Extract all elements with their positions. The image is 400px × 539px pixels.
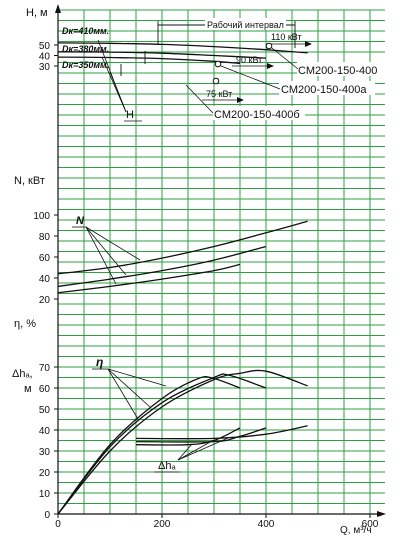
annotations: H, м N, кВт η, % Δhₐ, м Q, м³/ч Dк=410мм… [12,7,389,536]
efficiency-axis-title: η, % [14,318,36,330]
head-curve-1 [57,42,308,54]
npsh-tick-label-20: 20 [39,468,51,479]
efficiency-arrow-2 [107,368,151,408]
pump-c-label-bg [213,106,305,120]
power-tick-label-60: 60 [39,253,51,264]
npsh-curve-2 [135,427,267,443]
op-point-350 [212,77,220,85]
efficiency-arrow-3 [107,368,139,420]
pump-b-leader [220,65,281,90]
pump-b-label: СМ200-150-400а [281,84,367,96]
tick-labels: 0 200 400 600304050204060801000102030405060… [33,41,378,530]
power-curve-2 [57,245,267,288]
npsh-axis-title: Δhₐ, [12,368,33,380]
npsh-axis-unit: м [24,383,32,395]
npsh-tick-label-60: 60 [39,384,51,395]
power-90-arrow [267,63,274,69]
efficiency-curve-3 [57,376,241,515]
head-curve-2 [57,51,267,59]
x-axis-arrow [377,511,386,517]
npsh-arrow-2 [177,440,213,461]
interval-label-bg [205,18,286,30]
npsh-arrow-1 [177,437,229,461]
npsh-curve-3 [135,427,241,446]
npsh-tick-label-0: 0 [44,510,50,521]
pump-a-label: СМ200-150-400 [298,65,377,77]
op-point-410 [265,42,273,50]
power-tick-label-40: 40 [39,274,51,285]
power-arrow-3 [85,226,117,285]
x-tick-label-400: 400 [258,519,275,530]
x-tick-label-600: 600 [362,519,379,530]
npsh-tick-label-50: 50 [39,405,51,416]
npsh-tick-label-30: 30 [39,447,51,458]
power-90-label: 90 кВт [236,55,262,65]
head-tick-label-30: 30 [39,62,51,73]
power-arrow-2 [85,226,127,276]
power-arrow-1 [85,226,141,261]
head-arrow-3 [109,71,127,113]
pump-c-label: СМ200-150-400б [214,109,300,121]
power-tick-label-20: 20 [39,295,51,306]
efficiency-curve-1 [57,369,308,515]
npsh-arrow-3 [177,443,193,461]
x-tick-label-0: 0 [55,519,61,530]
y-axis-arrow [55,4,61,13]
power-75-label: 75 кВт [206,89,232,99]
pump-a-leader [271,47,299,70]
head-tick-label-40: 40 [39,52,51,63]
power-tick-label-100: 100 [33,211,50,222]
pump-a-label-bg [297,62,389,76]
head-tick-label-50: 50 [39,41,51,52]
power-tick-label-80: 80 [39,232,51,243]
power-110-label: 110 кВт [271,32,302,42]
power-axis-title: N, кВт [14,175,45,187]
npsh-curve-marker: Δhₐ [158,460,176,472]
power-curve-marker: N [76,215,85,227]
head-axis-title: H, м [26,7,48,19]
impeller-410-label: Dк=410мм. [62,26,109,36]
impeller-380-label: Dк=380мм. [62,44,109,54]
efficiency-arrow-1 [107,368,167,387]
power-curve-1 [57,220,308,275]
interval-label: Рабочий интервал [207,20,284,30]
head-curve-marker: H [126,109,134,121]
pump-b-label-bg [279,81,375,95]
npsh-tick-label-40: 40 [39,426,51,437]
chart-curves [57,42,308,515]
pump-c-leader [185,84,214,114]
power-75-arrow [237,97,244,103]
efficiency-curve-2 [57,373,267,515]
impeller-350-label: Dк=350мм. [62,60,109,70]
chart-axes [55,4,386,517]
npsh-tick-label-10: 10 [39,489,51,500]
op-point-380 [214,60,222,68]
power-110-arrow [305,41,312,47]
x-tick-label-200: 200 [154,519,171,530]
flow-axis-title: Q, м³/ч [340,525,372,536]
power-curve-3 [57,263,241,294]
npsh-tick-label-70: 70 [39,363,51,374]
efficiency-curve-marker: η [96,355,103,369]
head-curve-3 [57,56,241,65]
